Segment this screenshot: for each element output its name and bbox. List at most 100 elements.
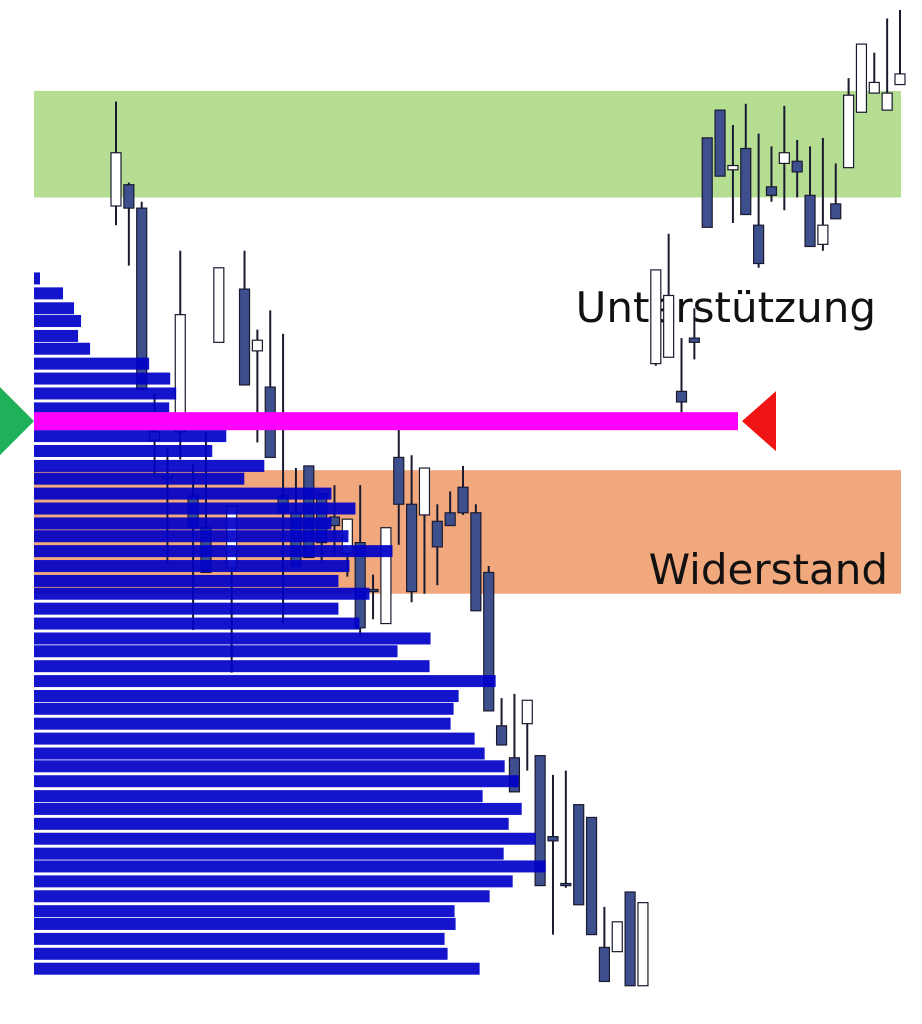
volume-profile-bar	[34, 802, 522, 815]
support-zone: Unterstützung	[34, 90, 901, 332]
candle-body	[251, 339, 263, 352]
candle-body	[868, 81, 880, 94]
candle-body	[855, 43, 868, 113]
volume-profile-bar	[34, 287, 64, 300]
volume-profile-bar	[34, 790, 483, 803]
candle-body	[791, 160, 803, 173]
volume-profile-bar	[34, 875, 513, 888]
candle-body	[701, 137, 713, 228]
poc-markers	[0, 387, 776, 456]
resistance-zone-label: Widerstand	[649, 545, 888, 594]
candle-body	[804, 194, 816, 248]
volume-profile-bar	[34, 732, 475, 745]
candle-body	[495, 725, 508, 746]
candle-body	[521, 699, 533, 725]
candle-body	[547, 836, 559, 842]
candle-body	[213, 267, 225, 343]
volume-profile-bar	[34, 847, 504, 860]
volume-profile-bar	[34, 860, 546, 873]
volume-profile-bar	[34, 530, 349, 543]
volume-profile-bar	[34, 387, 177, 400]
volume-profile-bar	[34, 472, 245, 485]
candles	[110, 10, 906, 987]
candle-body	[881, 92, 893, 111]
candle-body	[431, 520, 443, 548]
candle-body	[457, 486, 469, 514]
candle-body	[637, 902, 649, 987]
candle-body	[842, 94, 855, 169]
support-zone-label: Unterstützung	[576, 283, 876, 332]
candle-body	[624, 891, 636, 987]
candle-body	[598, 946, 610, 983]
candle-body	[367, 588, 379, 593]
candle-body	[418, 467, 431, 516]
volume-profile-bar	[34, 932, 445, 945]
candle-body	[688, 337, 700, 343]
candle-body	[110, 152, 122, 207]
volume-profile-bar	[34, 272, 41, 285]
left-marker-triangle	[0, 387, 34, 456]
volume-profile-bar	[34, 602, 339, 615]
candle-body	[663, 294, 675, 358]
candle-body	[765, 186, 778, 196]
volume-profile-bar	[34, 817, 509, 830]
volume-profile	[34, 272, 738, 975]
candle-body	[740, 147, 752, 216]
candle-body	[675, 390, 688, 403]
candle-body	[393, 456, 405, 505]
candle-body	[483, 571, 495, 712]
candle-body	[380, 527, 392, 625]
candle-body	[585, 816, 598, 936]
volume-profile-bar	[34, 587, 370, 600]
volume-profile-bar	[34, 917, 456, 930]
candle-body	[817, 224, 829, 245]
volume-profile-bar	[34, 645, 398, 658]
volume-profile-bar	[34, 962, 480, 975]
volume-profile-bar	[34, 315, 82, 328]
candle-body	[753, 224, 765, 265]
candle-body	[354, 542, 366, 629]
volume-profile-bar	[34, 502, 356, 515]
volume-profile-bar	[34, 487, 332, 500]
candle-body	[560, 882, 572, 887]
volume-profile-bar	[34, 905, 455, 918]
candle-body	[444, 512, 456, 527]
volume-profile-bar	[34, 445, 213, 457]
support-zone-band	[34, 90, 901, 198]
volume-profile-bar	[34, 617, 360, 630]
volume-profile-bar	[34, 747, 485, 760]
volume-profile-bar	[34, 717, 451, 730]
volume-profile-bar	[34, 302, 75, 315]
volume-profile-bar	[34, 832, 536, 845]
volume-profile-bar	[34, 775, 519, 788]
volume-profile-bar	[34, 430, 227, 443]
volume-profile-bar	[34, 760, 505, 773]
candle-body	[894, 73, 906, 86]
candle-body	[470, 512, 482, 612]
volume-profile-bar	[34, 329, 79, 342]
candle-body	[611, 921, 623, 953]
candle-body	[830, 203, 842, 220]
volume-profile-bar	[34, 402, 170, 415]
volume-profile-bar	[34, 574, 339, 587]
volume-profile-bar	[34, 459, 265, 472]
candle-body	[650, 269, 662, 365]
candle-body	[573, 804, 585, 906]
volume-profile-bar	[34, 947, 448, 960]
candle-body	[406, 503, 418, 593]
candle-body	[778, 152, 790, 164]
poc-bar	[34, 412, 738, 431]
candle-body	[508, 757, 521, 793]
candle-body	[727, 164, 739, 171]
candle-body	[238, 288, 251, 386]
candle-body	[123, 184, 135, 209]
volume-profile-bar	[34, 560, 350, 573]
volume-profile-bar	[34, 372, 171, 385]
volume-profile-bar	[34, 357, 150, 370]
volume-profile-bar	[34, 517, 332, 530]
right-marker-triangle	[742, 391, 776, 452]
volume-profile-bar	[34, 545, 393, 558]
volume-profile-bar	[34, 675, 496, 688]
volume-profile-bar	[34, 702, 454, 715]
